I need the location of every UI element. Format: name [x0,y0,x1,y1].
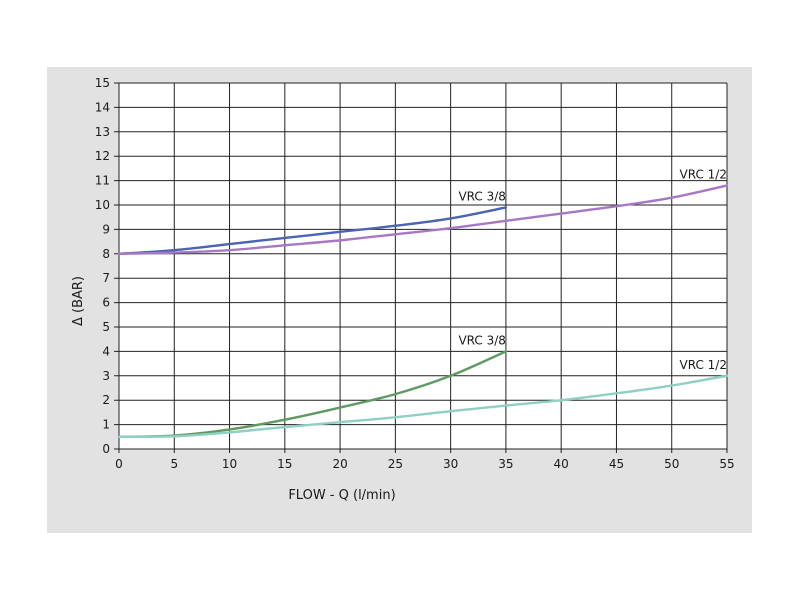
x-tick-label: 55 [719,457,734,471]
series-label-vrc-3-8-lower: VRC 3/8 [458,333,505,347]
series-line-vrc-1-2-lower [117,374,729,439]
y-tick-label: 1 [102,418,110,432]
y-tick-label: 15 [95,76,110,90]
y-tick-label: 6 [102,296,110,310]
y-tick-label: 10 [95,198,110,212]
y-tick-label: 14 [95,100,110,114]
y-tick-label: 11 [95,174,110,188]
series-line-vrc-3-8-upper [117,206,508,255]
plot-area [119,83,727,449]
x-tick-label: 35 [498,457,513,471]
y-tick-label: 5 [102,320,110,334]
y-axis-title: Δ (BAR) [71,276,86,326]
y-tick-label: 7 [102,271,110,285]
y-tick-label: 9 [102,222,110,236]
y-tick-label: 12 [95,149,110,163]
x-tick-label: 50 [664,457,679,471]
x-tick-label: 25 [388,457,403,471]
series-lines [117,184,729,439]
chart-panel: 0 1 2 3 4 5 6 7 8 9 10 11 12 13 14 15 0 5 10 15 20 25 30 35 40 4… [47,67,752,533]
x-tick-label: 5 [170,457,178,471]
y-tick-label: 8 [102,247,110,261]
y-tick-label: 13 [95,125,110,139]
series-label-vrc-3-8-upper: VRC 3/8 [458,189,505,203]
x-tick-labels: 0 5 10 15 20 25 30 35 40 45 50 55 [115,457,734,471]
x-tick-label: 20 [332,457,347,471]
x-tick-label: 45 [609,457,624,471]
y-tick-label: 2 [102,393,110,407]
x-tick-label: 30 [443,457,458,471]
x-tick-label: 10 [222,457,237,471]
x-tick-label: 0 [115,457,123,471]
series-label-vrc-1-2-lower: VRC 1/2 [680,358,727,372]
series-labels: VRC 3/8 VRC 1/2 VRC 3/8 VRC 1/2 [458,167,727,371]
x-tick-label: 40 [554,457,569,471]
series-line-vrc-1-2-upper [117,184,729,255]
x-tick-label: 15 [277,457,292,471]
x-axis-title: FLOW - Q (l/min) [288,488,395,503]
y-tick-label: 0 [102,442,110,456]
series-label-vrc-1-2-upper: VRC 1/2 [680,167,727,181]
y-tick-label: 3 [102,369,110,383]
y-tick-label: 4 [102,344,110,358]
grid [114,82,728,453]
